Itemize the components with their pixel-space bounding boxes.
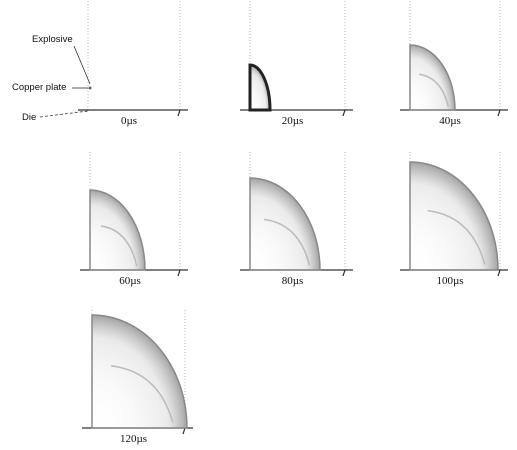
time-label: 0µs [121, 115, 137, 127]
frames: 0µs 20µs 40µs 60µs 80µs 100µs 120µs [78, 0, 508, 445]
time-label: 120µs [120, 433, 147, 445]
explosive-label: Explosive [32, 34, 73, 45]
die-pointer [40, 111, 88, 117]
time-label: 20µs [282, 115, 304, 127]
copper-plate [250, 178, 320, 270]
copper-plate [250, 65, 270, 110]
copper-plate [410, 45, 455, 110]
copper-plate [410, 162, 498, 270]
copper-plate [89, 87, 92, 90]
time-label: 60µs [119, 275, 141, 287]
copper-plate-label: Copper plate [12, 82, 66, 93]
time-label: 80µs [282, 275, 304, 287]
time-label: 40µs [439, 115, 461, 127]
time-label: 100µs [436, 275, 463, 287]
copper-plate [92, 315, 187, 428]
figure: 0µs20µs40µs60µs80µs100µs120µs Explosive … [0, 0, 517, 450]
die-label: Die [22, 112, 36, 123]
copper-plate [90, 190, 145, 270]
